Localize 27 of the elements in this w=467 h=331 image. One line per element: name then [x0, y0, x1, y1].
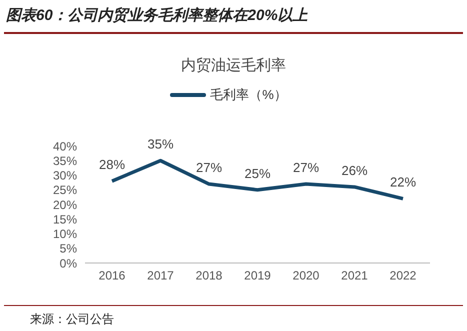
y-tick-label: 35% — [52, 154, 78, 168]
chart-title: 图表60：公司内贸业务毛利率整体在20%以上 — [6, 6, 308, 25]
data-label: 22% — [390, 174, 416, 190]
data-label: 25% — [244, 166, 271, 181]
data-label: 27% — [292, 160, 320, 176]
y-tick-label: 5% — [60, 242, 78, 256]
x-tick-label: 2021 — [341, 268, 368, 283]
y-tick-label: 0% — [60, 256, 78, 270]
x-tick-label: 2022 — [390, 268, 417, 283]
x-tick-label: 2016 — [98, 268, 126, 283]
source-note: 来源：公司公告 — [30, 311, 114, 328]
chart-subtitle: 内贸油运毛利率 — [180, 56, 287, 75]
x-tick-label: 2017 — [147, 268, 174, 283]
x-tick-label: 2020 — [292, 268, 320, 283]
x-tick-label: 2019 — [244, 268, 272, 283]
legend-label: 毛利率（%） — [210, 86, 287, 104]
y-tick-label: 40% — [52, 139, 78, 154]
data-label: 28% — [98, 157, 126, 172]
y-tick-label: 20% — [52, 198, 78, 212]
y-tick-label: 15% — [52, 212, 78, 226]
data-label: 27% — [196, 160, 222, 176]
x-tick-label: 2018 — [196, 268, 223, 283]
data-label: 26% — [341, 162, 368, 178]
y-tick-label: 25% — [52, 183, 78, 198]
data-label: 35% — [147, 136, 174, 152]
y-tick-label: 10% — [52, 227, 78, 242]
y-tick-label: 30% — [52, 168, 78, 183]
